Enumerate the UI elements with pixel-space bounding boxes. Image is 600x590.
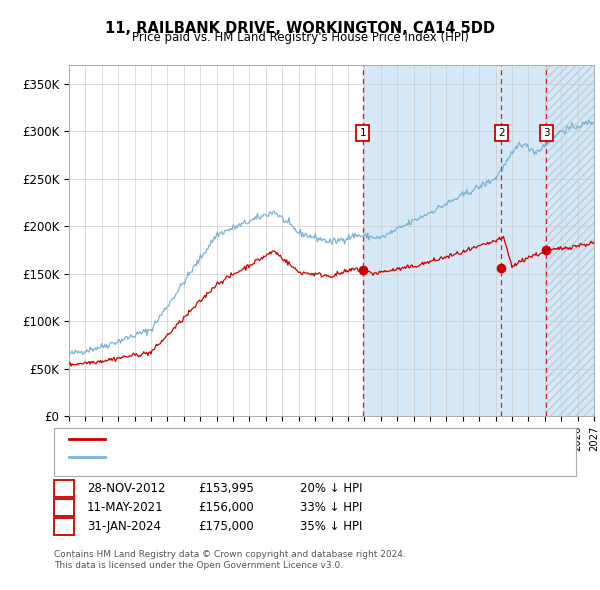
- Text: 2: 2: [61, 503, 67, 512]
- Text: 20% ↓ HPI: 20% ↓ HPI: [300, 482, 362, 495]
- Text: 11, RAILBANK DRIVE, WORKINGTON, CA14 5DD (detached house): 11, RAILBANK DRIVE, WORKINGTON, CA14 5DD…: [109, 434, 468, 444]
- Text: 33% ↓ HPI: 33% ↓ HPI: [300, 501, 362, 514]
- Text: 1: 1: [359, 128, 366, 138]
- Text: 31-JAN-2024: 31-JAN-2024: [87, 520, 161, 533]
- Text: £156,000: £156,000: [198, 501, 254, 514]
- Text: 3: 3: [543, 128, 550, 138]
- Text: Price paid vs. HM Land Registry's House Price Index (HPI): Price paid vs. HM Land Registry's House …: [131, 31, 469, 44]
- Text: £175,000: £175,000: [198, 520, 254, 533]
- Text: 11, RAILBANK DRIVE, WORKINGTON, CA14 5DD: 11, RAILBANK DRIVE, WORKINGTON, CA14 5DD: [105, 21, 495, 35]
- Bar: [363, 65, 546, 416]
- Text: 35% ↓ HPI: 35% ↓ HPI: [300, 520, 362, 533]
- Text: 2: 2: [498, 128, 505, 138]
- Text: Contains HM Land Registry data © Crown copyright and database right 2024.: Contains HM Land Registry data © Crown c…: [54, 550, 406, 559]
- Text: 28-NOV-2012: 28-NOV-2012: [87, 482, 166, 495]
- Bar: [546, 65, 594, 416]
- Text: 11-MAY-2021: 11-MAY-2021: [87, 501, 164, 514]
- Text: 1: 1: [61, 484, 67, 493]
- Text: £153,995: £153,995: [198, 482, 254, 495]
- Text: This data is licensed under the Open Government Licence v3.0.: This data is licensed under the Open Gov…: [54, 560, 343, 569]
- Text: 3: 3: [61, 522, 67, 531]
- Text: HPI: Average price, detached house, Cumberland: HPI: Average price, detached house, Cumb…: [109, 453, 379, 462]
